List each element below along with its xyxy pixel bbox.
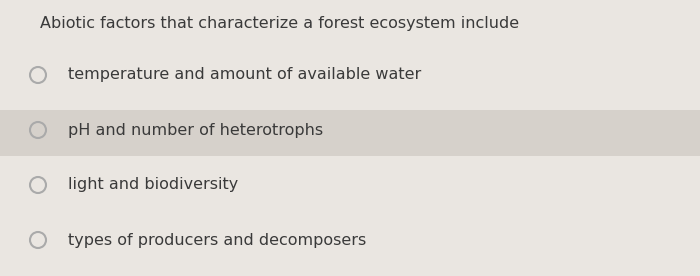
Text: temperature and amount of available water: temperature and amount of available wate…	[68, 68, 421, 83]
Text: light and biodiversity: light and biodiversity	[68, 177, 238, 192]
FancyBboxPatch shape	[0, 110, 700, 156]
Text: Abiotic factors that characterize a forest ecosystem include: Abiotic factors that characterize a fore…	[40, 16, 519, 31]
Text: types of producers and decomposers: types of producers and decomposers	[68, 232, 366, 248]
Text: pH and number of heterotrophs: pH and number of heterotrophs	[68, 123, 323, 137]
